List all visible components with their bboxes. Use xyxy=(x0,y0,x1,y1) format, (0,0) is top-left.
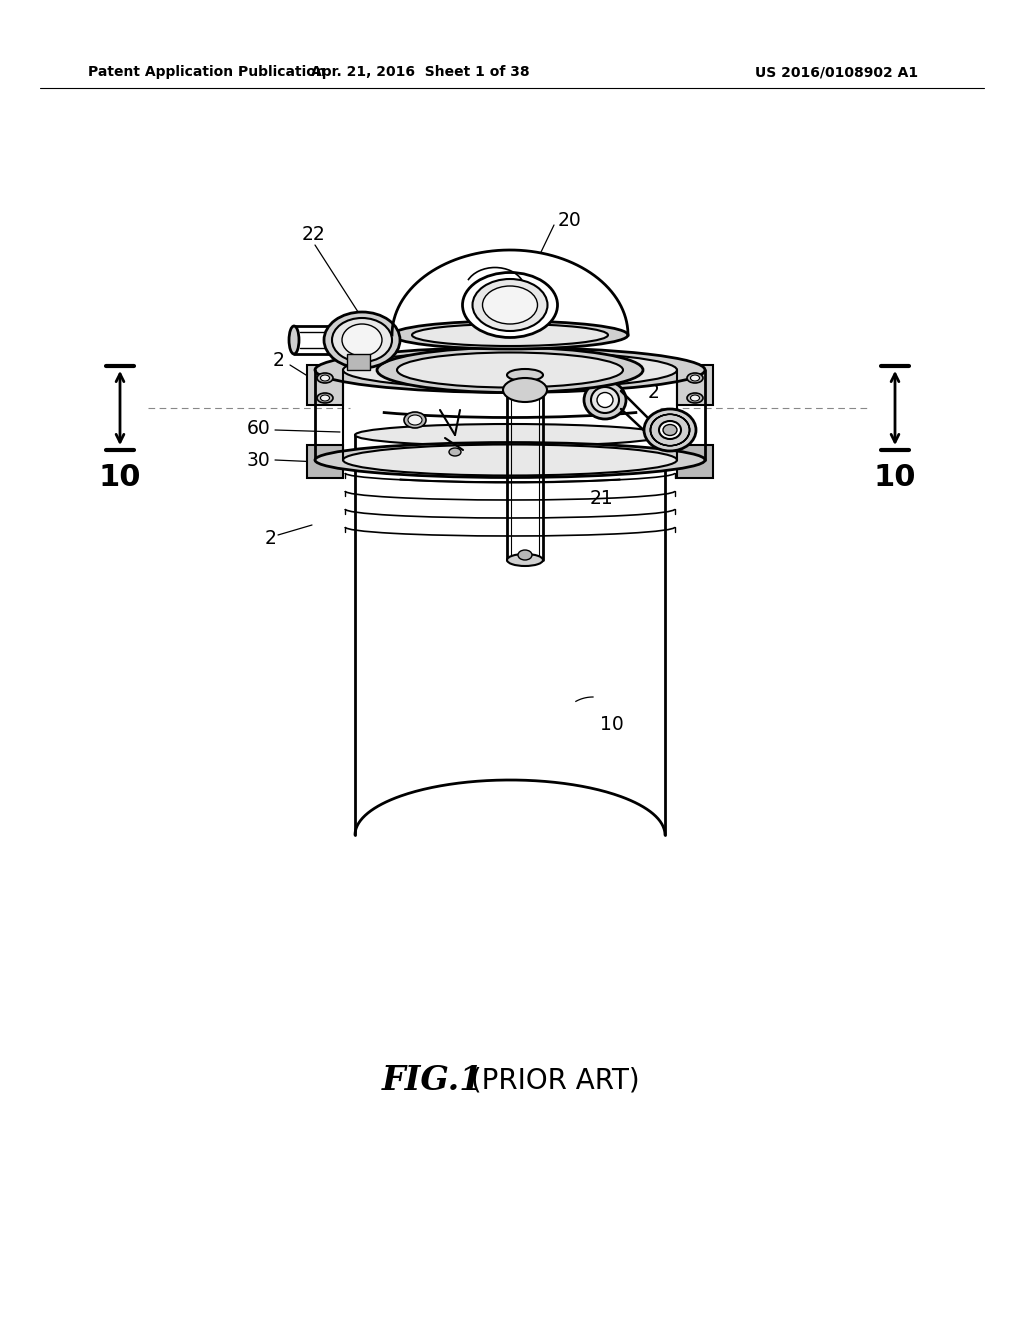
Ellipse shape xyxy=(408,414,422,425)
Ellipse shape xyxy=(518,550,532,560)
Text: 10: 10 xyxy=(600,715,624,734)
Ellipse shape xyxy=(315,347,705,392)
Text: 10: 10 xyxy=(98,463,141,492)
Ellipse shape xyxy=(343,445,677,475)
Ellipse shape xyxy=(482,286,538,323)
Polygon shape xyxy=(677,366,713,405)
Ellipse shape xyxy=(392,321,628,348)
Text: FIG.1: FIG.1 xyxy=(382,1064,483,1097)
Polygon shape xyxy=(677,445,713,478)
Ellipse shape xyxy=(463,272,557,338)
Ellipse shape xyxy=(690,375,699,381)
Text: 2: 2 xyxy=(264,528,276,548)
Polygon shape xyxy=(307,445,343,478)
Ellipse shape xyxy=(324,312,400,368)
Ellipse shape xyxy=(507,370,543,381)
Text: (PRIOR ART): (PRIOR ART) xyxy=(462,1067,640,1094)
Text: 60: 60 xyxy=(246,418,270,437)
Text: 2: 2 xyxy=(273,351,285,370)
Ellipse shape xyxy=(317,374,333,383)
Ellipse shape xyxy=(687,374,703,383)
Text: Patent Application Publication: Patent Application Publication xyxy=(88,65,326,79)
Ellipse shape xyxy=(659,421,681,440)
Ellipse shape xyxy=(321,395,330,401)
Polygon shape xyxy=(307,366,343,405)
Ellipse shape xyxy=(690,395,699,401)
Ellipse shape xyxy=(597,392,613,408)
Polygon shape xyxy=(392,249,628,335)
Ellipse shape xyxy=(315,442,705,478)
Ellipse shape xyxy=(591,387,618,413)
Ellipse shape xyxy=(355,424,665,446)
Ellipse shape xyxy=(343,351,677,388)
Ellipse shape xyxy=(644,409,696,451)
Ellipse shape xyxy=(449,447,461,455)
Ellipse shape xyxy=(317,393,333,403)
Ellipse shape xyxy=(687,393,703,403)
Ellipse shape xyxy=(663,425,677,436)
Ellipse shape xyxy=(321,375,330,381)
Text: 20: 20 xyxy=(558,210,582,230)
Text: 10: 10 xyxy=(873,463,916,492)
Polygon shape xyxy=(347,354,370,370)
Text: Apr. 21, 2016  Sheet 1 of 38: Apr. 21, 2016 Sheet 1 of 38 xyxy=(310,65,529,79)
Text: 21: 21 xyxy=(590,488,613,507)
Ellipse shape xyxy=(472,279,548,331)
Text: 30: 30 xyxy=(246,450,270,470)
Ellipse shape xyxy=(503,378,547,403)
Ellipse shape xyxy=(289,326,299,354)
Text: 22: 22 xyxy=(302,226,326,244)
Ellipse shape xyxy=(342,323,382,356)
Ellipse shape xyxy=(404,412,426,428)
Ellipse shape xyxy=(584,381,626,418)
Text: US 2016/0108902 A1: US 2016/0108902 A1 xyxy=(755,65,919,79)
Ellipse shape xyxy=(377,347,643,392)
Ellipse shape xyxy=(507,554,543,566)
Ellipse shape xyxy=(332,318,392,362)
Ellipse shape xyxy=(412,323,608,346)
Text: 2: 2 xyxy=(648,383,659,401)
Ellipse shape xyxy=(397,352,623,388)
